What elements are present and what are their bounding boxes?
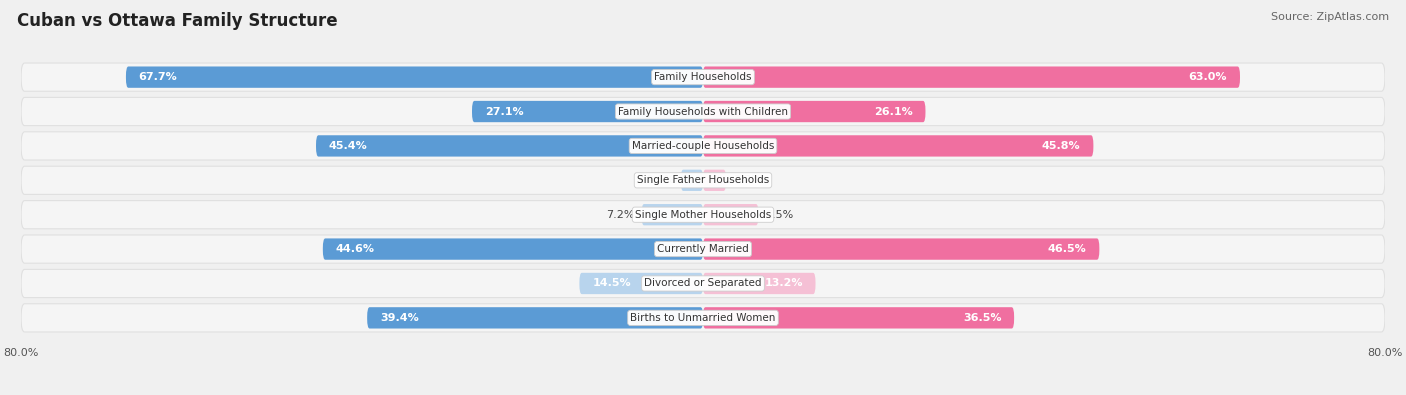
Text: 39.4%: 39.4% xyxy=(380,313,419,323)
FancyBboxPatch shape xyxy=(323,239,703,260)
FancyBboxPatch shape xyxy=(703,307,1014,329)
FancyBboxPatch shape xyxy=(21,132,1385,160)
Text: Single Mother Households: Single Mother Households xyxy=(636,210,770,220)
FancyBboxPatch shape xyxy=(703,169,725,191)
FancyBboxPatch shape xyxy=(21,235,1385,263)
FancyBboxPatch shape xyxy=(316,135,703,156)
FancyBboxPatch shape xyxy=(21,98,1385,126)
Text: 46.5%: 46.5% xyxy=(1047,244,1087,254)
Text: 45.4%: 45.4% xyxy=(329,141,367,151)
FancyBboxPatch shape xyxy=(21,63,1385,91)
FancyBboxPatch shape xyxy=(703,239,1099,260)
Text: 67.7%: 67.7% xyxy=(139,72,177,82)
Text: Family Households: Family Households xyxy=(654,72,752,82)
Text: 27.1%: 27.1% xyxy=(485,107,523,117)
Text: 45.8%: 45.8% xyxy=(1042,141,1081,151)
Text: 44.6%: 44.6% xyxy=(336,244,374,254)
Text: Cuban vs Ottawa Family Structure: Cuban vs Ottawa Family Structure xyxy=(17,12,337,30)
FancyBboxPatch shape xyxy=(21,166,1385,194)
FancyBboxPatch shape xyxy=(21,201,1385,229)
FancyBboxPatch shape xyxy=(21,269,1385,297)
Text: 13.2%: 13.2% xyxy=(765,278,803,288)
Text: 2.6%: 2.6% xyxy=(645,175,673,185)
FancyBboxPatch shape xyxy=(472,101,703,122)
Text: 26.1%: 26.1% xyxy=(875,107,912,117)
FancyBboxPatch shape xyxy=(21,304,1385,332)
Text: 7.2%: 7.2% xyxy=(606,210,636,220)
Text: 2.7%: 2.7% xyxy=(733,175,761,185)
Text: Married-couple Households: Married-couple Households xyxy=(631,141,775,151)
FancyBboxPatch shape xyxy=(703,101,925,122)
FancyBboxPatch shape xyxy=(703,66,1240,88)
Text: 6.5%: 6.5% xyxy=(765,210,793,220)
Text: Births to Unmarried Women: Births to Unmarried Women xyxy=(630,313,776,323)
FancyBboxPatch shape xyxy=(703,135,1094,156)
Text: Divorced or Separated: Divorced or Separated xyxy=(644,278,762,288)
FancyBboxPatch shape xyxy=(641,204,703,226)
Text: Currently Married: Currently Married xyxy=(657,244,749,254)
Legend: Cuban, Ottawa: Cuban, Ottawa xyxy=(623,390,783,395)
FancyBboxPatch shape xyxy=(681,169,703,191)
Text: 63.0%: 63.0% xyxy=(1188,72,1227,82)
FancyBboxPatch shape xyxy=(703,204,758,226)
FancyBboxPatch shape xyxy=(579,273,703,294)
Text: Single Father Households: Single Father Households xyxy=(637,175,769,185)
Text: 36.5%: 36.5% xyxy=(963,313,1001,323)
Text: Family Households with Children: Family Households with Children xyxy=(619,107,787,117)
FancyBboxPatch shape xyxy=(367,307,703,329)
Text: 14.5%: 14.5% xyxy=(592,278,631,288)
Text: Source: ZipAtlas.com: Source: ZipAtlas.com xyxy=(1271,12,1389,22)
FancyBboxPatch shape xyxy=(127,66,703,88)
FancyBboxPatch shape xyxy=(703,273,815,294)
